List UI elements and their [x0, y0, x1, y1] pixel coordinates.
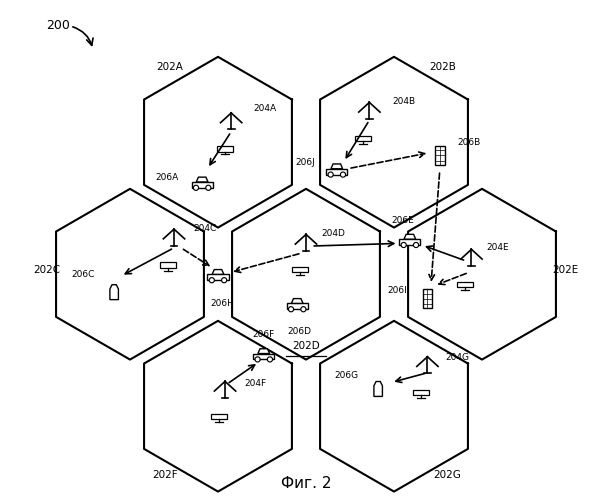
Circle shape [340, 172, 345, 177]
Text: 206J: 206J [295, 158, 315, 167]
FancyBboxPatch shape [326, 168, 348, 174]
Circle shape [209, 278, 214, 282]
Polygon shape [212, 270, 224, 274]
Text: 206G: 206G [335, 371, 359, 380]
Polygon shape [331, 164, 343, 168]
Polygon shape [110, 284, 118, 300]
Text: 206D: 206D [287, 327, 311, 336]
Circle shape [207, 186, 209, 189]
Circle shape [289, 307, 294, 312]
Circle shape [329, 174, 332, 176]
FancyBboxPatch shape [292, 266, 308, 272]
FancyBboxPatch shape [457, 282, 473, 287]
Text: 206E: 206E [392, 216, 414, 225]
Polygon shape [374, 382, 382, 396]
Text: 202D: 202D [292, 342, 320, 351]
FancyBboxPatch shape [286, 304, 308, 309]
Polygon shape [291, 298, 303, 304]
Text: 206B: 206B [457, 138, 480, 146]
Circle shape [301, 307, 306, 312]
Text: 202G: 202G [433, 470, 461, 480]
FancyBboxPatch shape [160, 262, 176, 268]
FancyBboxPatch shape [413, 390, 429, 396]
Text: 202F: 202F [152, 470, 178, 480]
Text: 204G: 204G [445, 354, 469, 362]
Polygon shape [404, 234, 416, 239]
FancyBboxPatch shape [192, 182, 213, 188]
Text: 206H: 206H [211, 299, 234, 308]
Circle shape [341, 174, 345, 176]
Circle shape [195, 186, 197, 189]
Text: Фиг. 2: Фиг. 2 [281, 476, 331, 491]
Text: 200: 200 [47, 19, 70, 32]
FancyBboxPatch shape [253, 354, 274, 360]
FancyBboxPatch shape [217, 146, 233, 152]
Text: 204C: 204C [193, 224, 217, 233]
Circle shape [415, 244, 417, 246]
Text: 206C: 206C [72, 270, 95, 278]
Circle shape [328, 172, 333, 177]
Text: 204A: 204A [253, 104, 277, 114]
Text: 202E: 202E [553, 265, 579, 275]
FancyBboxPatch shape [211, 414, 227, 419]
Circle shape [414, 242, 419, 248]
FancyBboxPatch shape [207, 274, 229, 280]
Polygon shape [196, 177, 208, 182]
Circle shape [256, 358, 259, 360]
Circle shape [222, 278, 226, 282]
Circle shape [211, 279, 213, 281]
Circle shape [302, 308, 305, 310]
Circle shape [289, 308, 293, 310]
Circle shape [255, 357, 260, 362]
Text: 204F: 204F [244, 379, 266, 388]
Text: 206A: 206A [155, 173, 178, 182]
Circle shape [401, 242, 406, 248]
Text: 204E: 204E [487, 244, 509, 252]
Polygon shape [258, 349, 270, 354]
Circle shape [223, 279, 225, 281]
FancyBboxPatch shape [356, 136, 371, 141]
Circle shape [269, 358, 271, 360]
Text: 202A: 202A [156, 62, 183, 72]
Circle shape [193, 186, 198, 190]
Text: 206F: 206F [253, 330, 275, 340]
FancyBboxPatch shape [423, 290, 432, 308]
FancyBboxPatch shape [435, 146, 444, 165]
Text: 202C: 202C [33, 265, 60, 275]
Text: 206I: 206I [387, 286, 407, 294]
Text: 204B: 204B [392, 97, 416, 106]
Text: 204D: 204D [322, 229, 346, 238]
FancyBboxPatch shape [399, 239, 420, 245]
Circle shape [267, 357, 272, 362]
Text: 202B: 202B [429, 62, 456, 72]
Circle shape [403, 244, 405, 246]
Circle shape [206, 186, 211, 190]
